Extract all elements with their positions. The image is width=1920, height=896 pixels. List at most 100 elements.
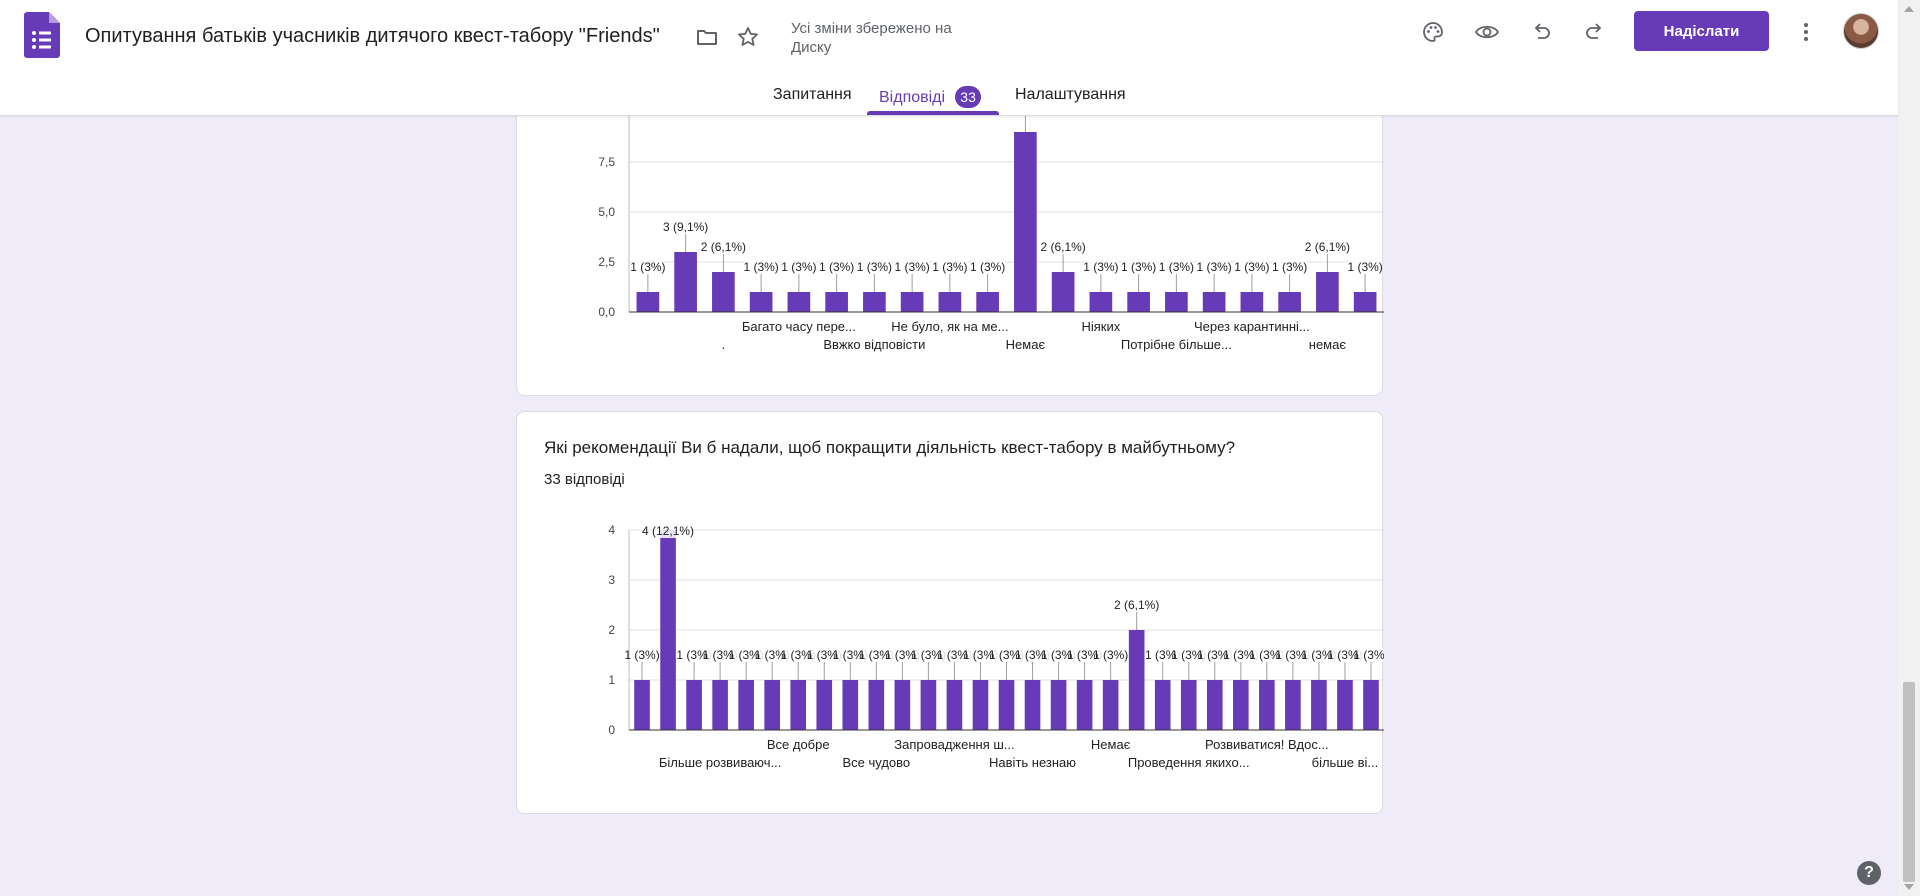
scroll-up-arrow[interactable] <box>1904 6 1914 12</box>
bar <box>1128 630 1145 730</box>
help-button[interactable]: ? <box>1857 861 1881 885</box>
bar <box>1259 680 1275 730</box>
data-label-bg <box>706 240 741 254</box>
data-label: 1 (3%) <box>1083 260 1118 274</box>
x-category-label: Розвиватися! Вдос... <box>1205 737 1329 752</box>
bar <box>1240 292 1264 312</box>
star-icon[interactable] <box>733 22 763 52</box>
tab-responses[interactable]: Відповіді 33 <box>879 86 982 108</box>
google-forms-icon[interactable] <box>24 12 60 58</box>
bar <box>1316 272 1339 312</box>
more-vert-icon[interactable] <box>1786 12 1826 52</box>
x-category-label: більше ві... <box>1312 755 1379 770</box>
data-label: 1 (3%) <box>894 260 929 274</box>
data-label: 1 (3%) <box>702 648 737 662</box>
x-category-label: Все добре <box>767 737 830 752</box>
send-button[interactable]: Надіслати <box>1634 11 1769 51</box>
bar <box>1233 680 1249 730</box>
active-tab-indicator <box>867 111 999 115</box>
bar <box>1353 292 1377 312</box>
data-label: 1 (3%) <box>1347 260 1382 274</box>
form-title[interactable]: Опитування батьків учасників дитячого кв… <box>85 25 660 47</box>
question-title: Які рекомендації Ви б надали, щоб покращ… <box>544 438 1236 457</box>
data-label-bg <box>838 648 863 662</box>
scroll-down-arrow[interactable] <box>1904 884 1914 890</box>
data-label: 2 (6,1%) <box>1114 598 1159 612</box>
bar <box>920 680 937 730</box>
data-label: 1 (3%) <box>932 260 967 274</box>
question-card-previous: 0,0 2,5 5,0 7,5 1 (3%) 3 (9,1%) 2 (6,1%) 1 (3%)… <box>516 100 1384 396</box>
data-label-bg <box>708 648 733 662</box>
bar <box>1102 680 1119 730</box>
bar <box>1285 680 1301 730</box>
bar <box>1206 680 1223 730</box>
data-label: 3 (9,1%) <box>663 220 708 234</box>
tab-questions[interactable]: Запитання <box>773 86 852 103</box>
folder-icon[interactable] <box>692 22 722 52</box>
data-label-bg <box>1306 648 1331 662</box>
bar <box>1311 680 1327 730</box>
bar <box>842 680 859 730</box>
x-category-label: . <box>722 337 726 352</box>
x-category-label: Навіть незнаю <box>989 755 1076 770</box>
bar <box>1363 680 1379 730</box>
bar <box>894 680 911 730</box>
y-tick-label: 0 <box>608 723 615 737</box>
undo-icon[interactable] <box>1521 12 1561 52</box>
avatar[interactable] <box>1843 13 1879 49</box>
data-label-bg <box>970 260 1005 274</box>
bar <box>660 530 676 730</box>
bar <box>1278 292 1301 312</box>
bar <box>863 292 886 312</box>
x-category-label: Немає <box>1091 737 1131 752</box>
tab-settings[interactable]: Налаштування <box>1015 86 1126 103</box>
bar <box>972 680 989 730</box>
bar <box>976 292 999 312</box>
data-label-bg <box>819 260 854 274</box>
redo-icon[interactable] <box>1575 12 1615 52</box>
data-label-bg <box>1176 648 1201 662</box>
page-scrollbar[interactable] <box>1898 0 1920 896</box>
data-label: 1 (3%) <box>1121 260 1156 274</box>
data-label: 1 (3%) <box>1249 648 1284 662</box>
data-label: 1 (3%) <box>859 648 894 662</box>
bar <box>1076 680 1093 730</box>
y-tick-label: 4 <box>608 523 615 537</box>
bar <box>749 292 773 312</box>
bar <box>1089 292 1113 312</box>
data-label-bg <box>1072 648 1097 662</box>
data-label-bg <box>1228 648 1253 662</box>
scroll-thumb[interactable] <box>1903 682 1915 882</box>
data-label-bg <box>630 260 665 274</box>
data-label: 1 (3%) <box>1067 648 1102 662</box>
x-category-label: Потрібне більше... <box>1121 337 1232 352</box>
data-label: 1 (3%) <box>624 648 659 662</box>
x-category-label: Немає <box>1006 337 1046 352</box>
data-label: 4 (12,1%) <box>642 524 694 538</box>
data-label-bg <box>812 648 837 662</box>
data-label-bg <box>1280 648 1305 662</box>
data-label: 1 (3%) <box>1093 648 1128 662</box>
data-label-bg <box>682 648 707 662</box>
bar <box>712 680 728 730</box>
x-category-label: Не було, як на ме... <box>891 319 1008 334</box>
data-label: 1 (3%) <box>1145 648 1180 662</box>
data-label-bg <box>1098 648 1123 662</box>
data-label-bg <box>786 648 811 662</box>
data-label-bg <box>864 648 889 662</box>
x-category-label: Все чудово <box>842 755 910 770</box>
bar <box>1051 272 1075 312</box>
y-tick-label: 5,0 <box>598 205 615 219</box>
bar-chart-previous: 0,0 2,5 5,0 7,5 1 (3%) 3 (9,1%) 2 (6,1%) 1 (3%)… <box>598 100 1384 352</box>
bar <box>1202 292 1226 312</box>
data-label-bg <box>1083 260 1118 274</box>
palette-icon[interactable] <box>1413 12 1453 52</box>
data-label-bg <box>1046 240 1081 254</box>
data-label-bg <box>1234 260 1269 274</box>
data-label-bg <box>744 260 779 274</box>
y-tick-label: 0,0 <box>598 305 615 319</box>
data-label-bg <box>781 260 816 274</box>
bar <box>868 680 885 730</box>
eye-icon[interactable] <box>1467 12 1507 52</box>
